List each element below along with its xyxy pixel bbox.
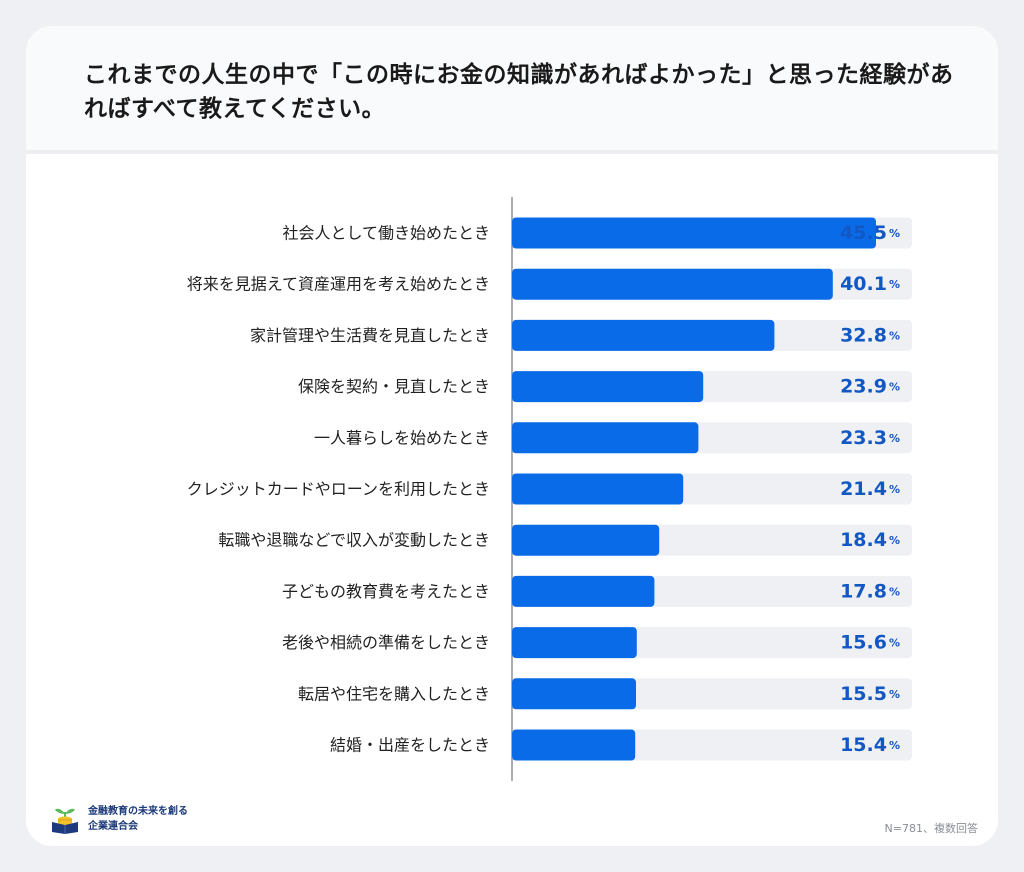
category-label: 老後や相続の準備をしたとき xyxy=(282,633,490,652)
bar xyxy=(512,217,876,249)
category-label: 転職や退職などで収入が変動したとき xyxy=(218,531,490,550)
category-label: クレジットカードやローンを利用したとき xyxy=(187,480,490,499)
bar xyxy=(512,678,636,710)
logo-icon xyxy=(52,808,78,834)
value-label: 15.5% xyxy=(840,683,900,705)
category-label: 将来を見据えて資産運用を考え始めたとき xyxy=(187,275,490,294)
bar xyxy=(512,524,660,556)
org-name: 金融教育の未来を創る 企業連合会 xyxy=(88,804,188,834)
bar xyxy=(512,268,833,300)
category-label: 保険を契約・見直したとき xyxy=(298,377,490,396)
value-label: 17.8% xyxy=(840,580,900,602)
value-label: 40.1% xyxy=(840,273,900,295)
bar xyxy=(512,319,775,351)
category-label: 一人暮らしを始めたとき xyxy=(314,428,490,447)
category-label: 転居や住宅を購入したとき xyxy=(298,684,490,703)
value-label: 15.4% xyxy=(840,734,900,756)
category-label: 家計管理や生活費を見直したとき xyxy=(250,326,490,345)
bar xyxy=(512,371,704,403)
value-label: 18.4% xyxy=(840,529,900,551)
sample-note: N=781、複数回答 xyxy=(884,822,978,835)
bar-chart: 社会人として働き始めたとき 45.5 % 将来を見据えて資産運用を考え始めたとき 40.… xyxy=(187,197,912,781)
value-label: 15.6% xyxy=(840,632,900,654)
bar xyxy=(512,575,655,607)
org-name-line1: 金融教育の未来を創る xyxy=(88,806,188,817)
value-label: 45.5% xyxy=(840,222,900,244)
org-name-line2: 企業連合会 xyxy=(88,821,138,832)
bar xyxy=(512,422,699,454)
chart-title: これまでの人生の中で「この時にお金の知識があればよかった」と思った経験があればす… xyxy=(84,62,954,122)
title-area: これまでの人生の中で「この時にお金の知識があればよかった」と思った経験があればす… xyxy=(26,26,998,154)
value-label: 21.4% xyxy=(840,478,900,500)
value-label: 23.9% xyxy=(840,376,900,398)
bar xyxy=(512,729,636,761)
category-label: 社会人として働き始めたとき xyxy=(282,224,490,243)
bar xyxy=(512,473,684,505)
category-label: 子どもの教育費を考えたとき xyxy=(282,582,490,601)
value-label: 32.8% xyxy=(840,324,900,346)
category-label: 結婚・出産をしたとき xyxy=(330,736,490,755)
chart-card: これまでの人生の中で「この時にお金の知識があればよかった」と思った経験があればす… xyxy=(26,26,998,846)
bar xyxy=(512,627,637,659)
value-label: 23.3% xyxy=(840,427,900,449)
